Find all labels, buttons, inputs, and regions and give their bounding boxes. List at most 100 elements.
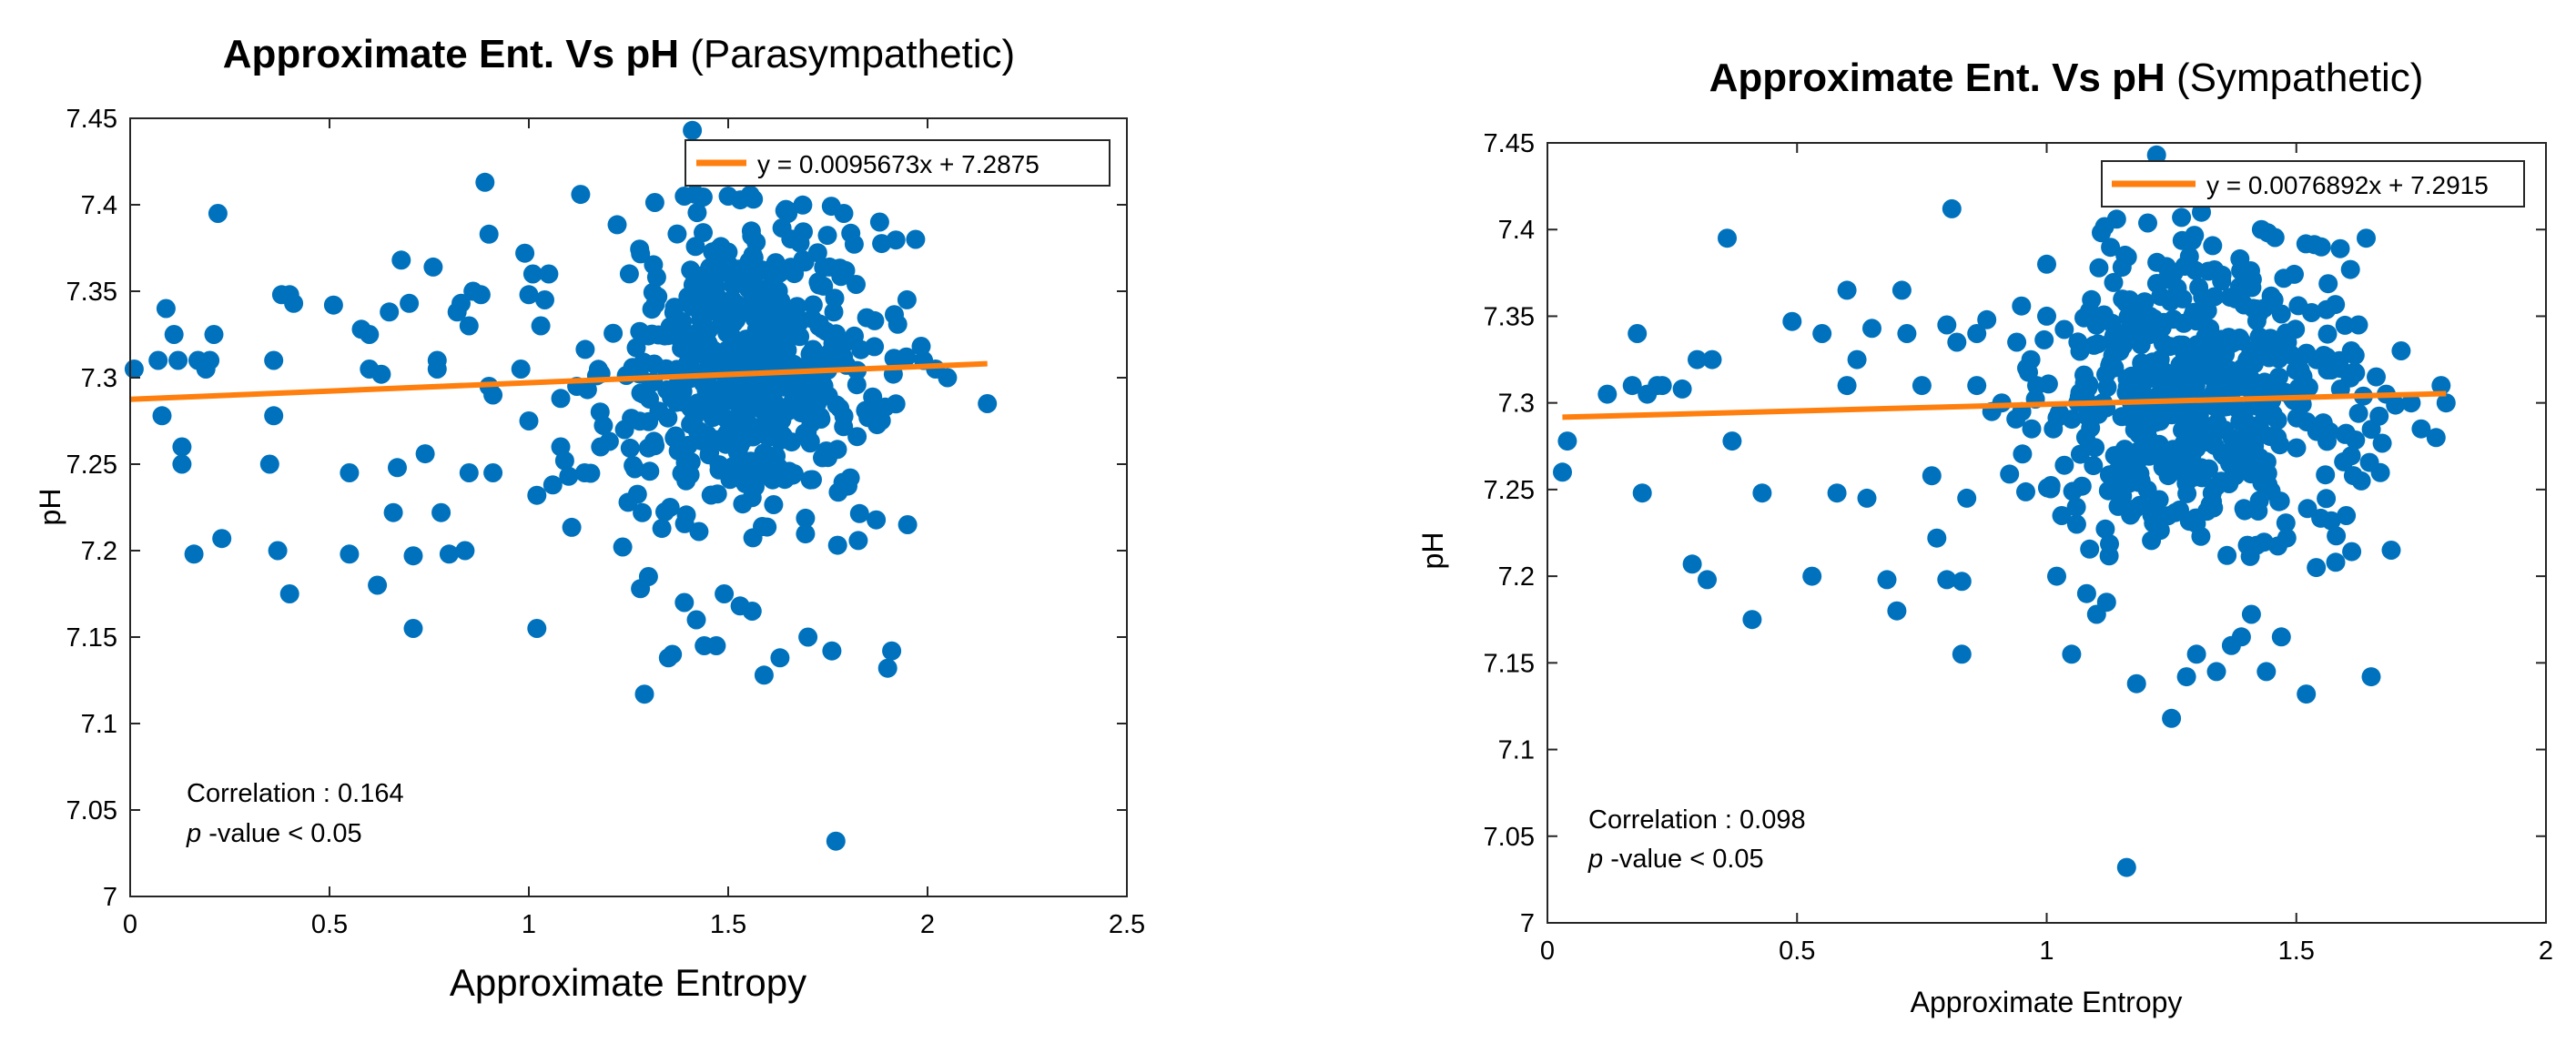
scatter-point [2130, 464, 2150, 483]
scatter-point [876, 397, 895, 417]
scatter-point [571, 185, 591, 205]
scatter-point [2237, 349, 2257, 370]
scatter-point [808, 409, 828, 429]
scatter-point [2080, 301, 2100, 321]
scatter-point [2335, 315, 2355, 335]
scatter-point [2094, 217, 2115, 237]
scatter-point [1557, 431, 1577, 451]
scatter-point [403, 619, 423, 638]
scatter-point [2202, 362, 2222, 382]
scatter-point [1632, 483, 1652, 503]
scatter-point [535, 290, 554, 309]
scatter-point [2085, 438, 2105, 458]
y-tick-label: 7.45 [1484, 129, 1535, 158]
scatter-point [2143, 352, 2163, 372]
scatter-point [786, 319, 806, 339]
scatter-point [577, 380, 597, 400]
x-tick-label: 2.5 [1109, 910, 1145, 939]
scatter-point [2190, 413, 2210, 433]
scatter-point [2307, 349, 2327, 370]
scatter-point [626, 338, 646, 358]
scatter-point [847, 375, 867, 395]
y-tick-label: 7.2 [81, 537, 117, 566]
scatter-point [2128, 441, 2148, 461]
scatter-point [279, 584, 299, 603]
scatter-point [658, 326, 678, 346]
scatter-point [148, 350, 168, 370]
scatter-point [1857, 488, 1877, 508]
scatter-point [2258, 223, 2277, 243]
y-tick-label: 7 [103, 883, 117, 912]
scatter-point [459, 463, 479, 482]
scatter-point [2207, 412, 2227, 432]
scatter-point [867, 510, 887, 530]
scatter-point [2217, 545, 2237, 565]
scatter-point [455, 541, 475, 561]
scatter-point [340, 544, 360, 564]
scatter-point [2096, 592, 2116, 613]
scatter-point [1947, 332, 1967, 352]
scatter-point [772, 218, 792, 238]
scatter-point [1937, 315, 1957, 335]
y-tick-label: 7.3 [81, 364, 117, 393]
scatter-point [2231, 260, 2251, 280]
scatter-point [743, 245, 763, 265]
scatter-point [2211, 471, 2231, 491]
scatter-point [754, 665, 774, 685]
scatter-point [776, 199, 796, 219]
scatter-point [906, 229, 926, 249]
scatter-point [2063, 481, 2083, 501]
scatter-point [2326, 552, 2346, 572]
y-tick-label: 7.4 [1498, 216, 1535, 245]
scatter-point [1752, 483, 1772, 503]
scatter-point [618, 492, 638, 512]
scatter-point [687, 203, 707, 223]
scatter-point [2271, 304, 2291, 324]
scatter-point [790, 233, 810, 253]
scatter-point [2287, 438, 2307, 458]
scatter-point [156, 299, 176, 319]
scatter-point [284, 293, 304, 313]
scatter-point [2101, 238, 2121, 258]
scatter-point [2340, 259, 2360, 279]
scatter-point [631, 244, 651, 264]
scatter-point [742, 602, 762, 621]
y-tick-label: 7.05 [66, 796, 117, 825]
scatter-point [368, 575, 388, 595]
scatter-point [2034, 329, 2054, 349]
scatter-point [2066, 497, 2086, 517]
scatter-point [2318, 274, 2338, 294]
scatter-point [663, 644, 683, 664]
scatter-point [827, 535, 847, 555]
scatter-point [403, 546, 423, 566]
x-tick-label: 0.5 [311, 910, 348, 939]
scatter-point [978, 394, 998, 413]
scatter-point [683, 120, 703, 140]
scatter-point [204, 325, 224, 344]
scatter-point [380, 302, 400, 322]
scatter-point [796, 508, 816, 528]
scatter-point [519, 411, 539, 430]
scatter-point [630, 321, 650, 341]
scatter-point [740, 185, 760, 205]
scatter-point [1937, 570, 1957, 590]
scatter-point [2327, 526, 2347, 546]
scatter-point [2104, 446, 2125, 466]
scatter-point [847, 275, 866, 294]
scatter-point [803, 295, 823, 315]
scatter-point [2345, 345, 2365, 365]
scatter-point [613, 537, 633, 557]
scatter-point [2037, 478, 2057, 498]
scatter-point [2139, 369, 2159, 389]
scatter-point [2054, 319, 2074, 339]
scatter-point [2110, 341, 2130, 361]
scatter-point [562, 517, 582, 537]
scatter-point [753, 260, 773, 280]
scatter-point [2151, 287, 2171, 307]
scatter-point [431, 502, 451, 522]
scatter-point [2150, 411, 2170, 431]
scatter-point [2401, 393, 2421, 413]
legend-label: y = 0.0095673x + 7.2875 [757, 150, 1040, 178]
scatter-point [2334, 451, 2354, 471]
